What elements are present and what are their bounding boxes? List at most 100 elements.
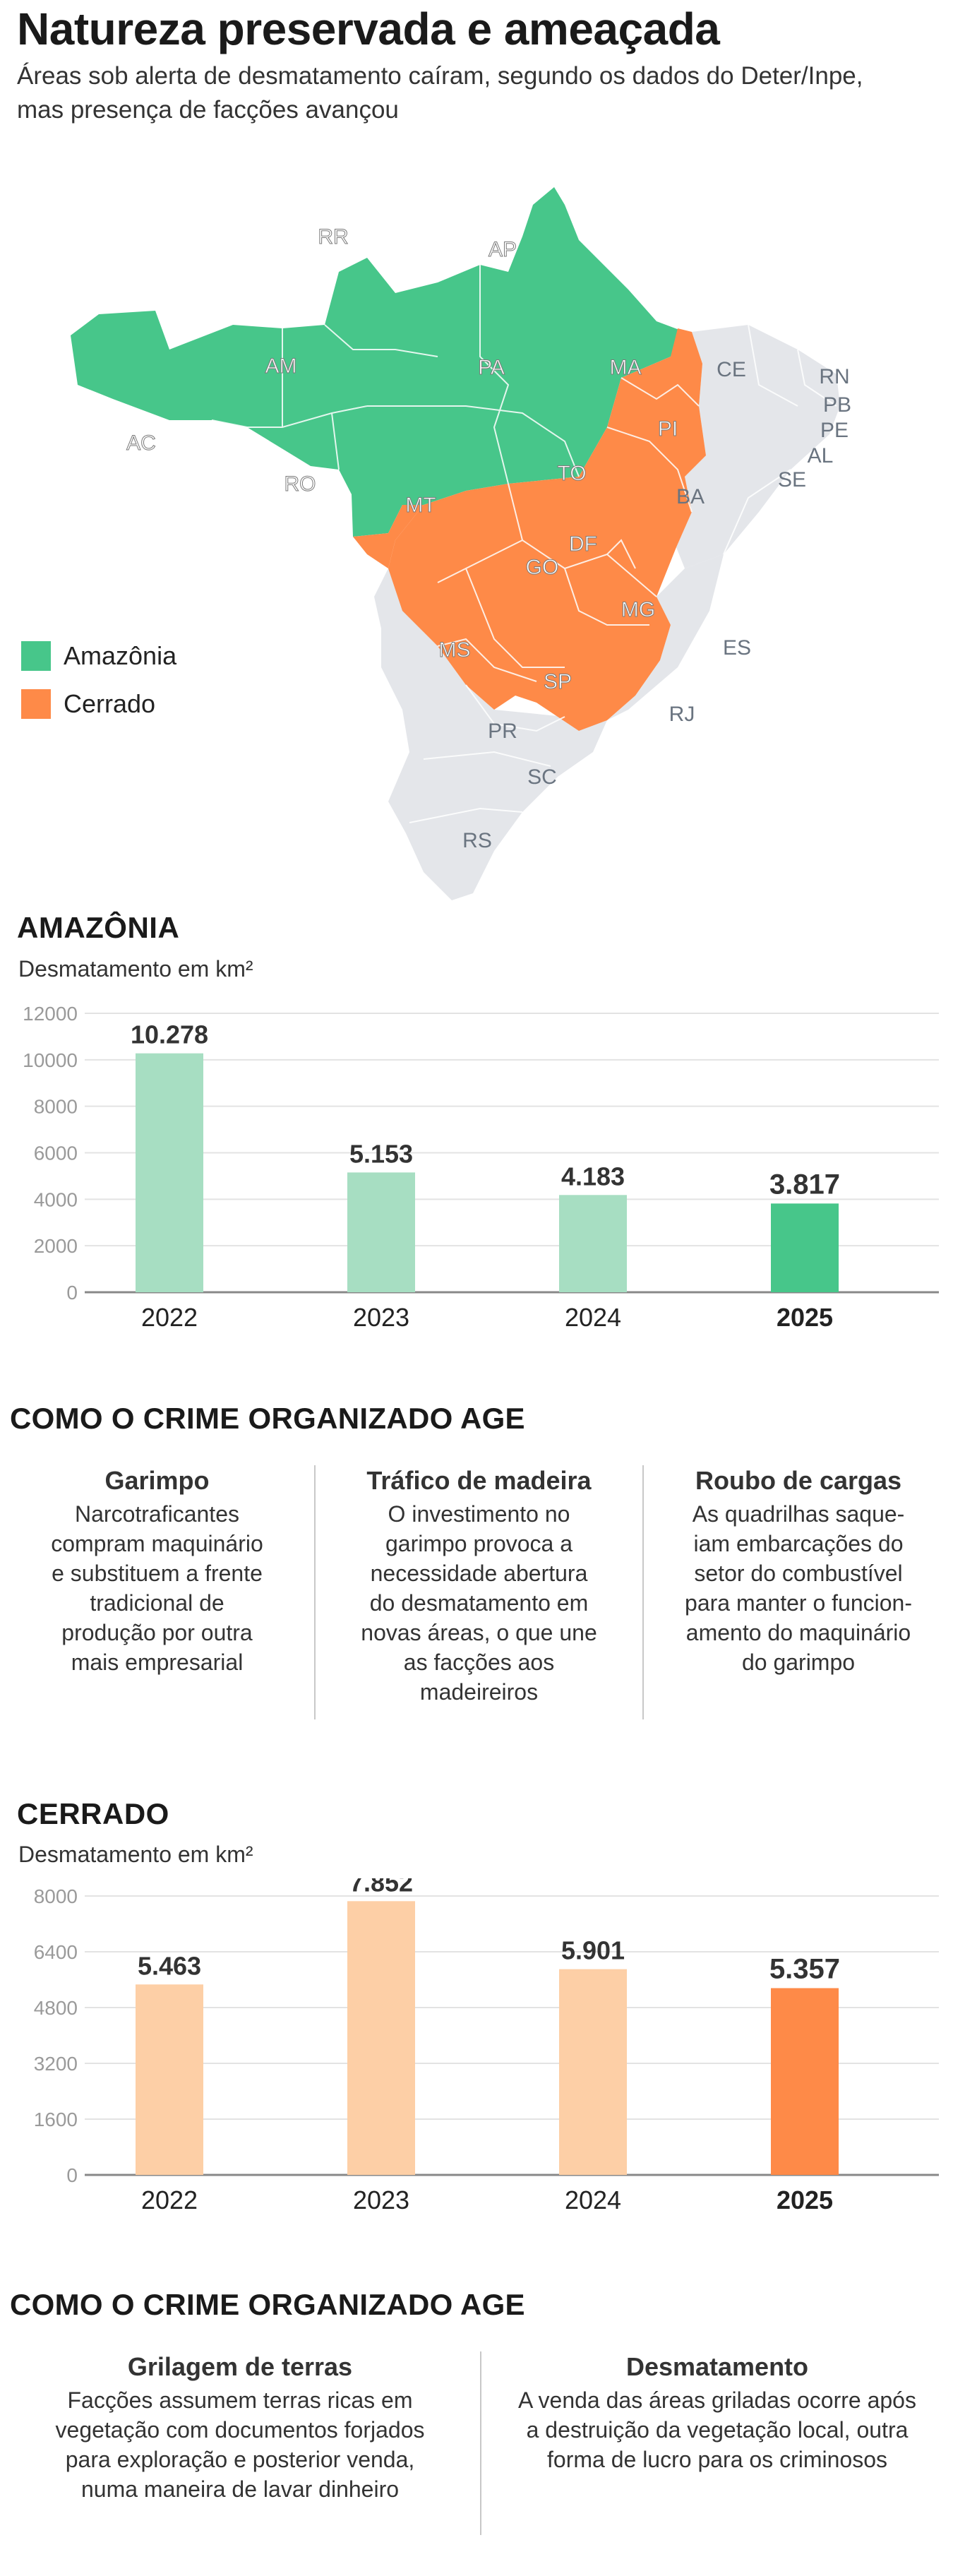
state-label-pe: PE <box>820 419 849 442</box>
text-line: tradicional de <box>90 1590 224 1616</box>
state-label-ap: AP <box>489 238 517 261</box>
state-label-sc: SC <box>527 765 557 789</box>
region-other-south <box>381 611 607 900</box>
state-label-pa: PA <box>478 356 505 379</box>
crime-heading-roubo-cargas: Roubo de cargas <box>695 1466 902 1495</box>
y-tick-label: 12000 <box>23 1003 78 1025</box>
legend-swatch-amazonia <box>21 641 51 671</box>
text-line: e substituem a frente <box>52 1561 263 1586</box>
y-tick-label: 3200 <box>34 2053 78 2075</box>
bar-value-label: 5.463 <box>138 1951 201 1980</box>
text-line: mais empresarial <box>71 1650 244 1675</box>
state-label-al: AL <box>808 444 834 467</box>
bar-2022 <box>136 1053 203 1292</box>
crime-column-desmatamento: Desmatamento A venda das áreas griladas … <box>480 2351 953 2535</box>
state-label-mt: MT <box>405 494 436 517</box>
crime-text-grilagem: Facções assumem terras ricas em vegetaçã… <box>10 2385 470 2504</box>
bar-2022 <box>136 1984 203 2175</box>
x-tick-label: 2023 <box>353 1303 409 1332</box>
legend-swatch-cerrado <box>21 689 51 719</box>
crime-text-garimpo: Narcotraficantes compram maquinário e su… <box>10 1499 304 1677</box>
text-line: Narcotraficantes <box>75 1501 239 1527</box>
bar-value-label: 3.817 <box>769 1169 840 1200</box>
state-label-df: DF <box>569 532 597 556</box>
y-tick-label: 0 <box>66 2164 78 2186</box>
page-subtitle: Áreas sob alerta de desmatamento caíram,… <box>17 62 863 124</box>
legend-item-amazonia: Amazônia <box>21 632 176 680</box>
text-line: A venda das áreas griladas ocorre após <box>518 2387 916 2413</box>
crime-text-desmatamento: A venda das áreas griladas ocorre após a… <box>491 2385 943 2474</box>
crime-column-garimpo: Garimpo Narcotraficantes compram maquiná… <box>0 1465 314 1719</box>
y-tick-label: 6400 <box>34 1941 78 1963</box>
legend-label-cerrado: Cerrado <box>64 689 156 718</box>
crime-heading-trafico-madeira: Tráfico de madeira <box>366 1466 592 1495</box>
y-tick-label: 6000 <box>34 1143 78 1164</box>
crime-text-roubo-cargas: As quadrilhas saque- iam embarcações do … <box>654 1499 943 1677</box>
state-label-go: GO <box>526 556 559 579</box>
x-tick-label: 2023 <box>353 2186 409 2214</box>
text-line: O investimento no <box>388 1501 570 1527</box>
y-tick-label: 10000 <box>23 1049 78 1071</box>
text-line: produção por outra <box>61 1620 253 1645</box>
crime-heading-grilagem: Grilagem de terras <box>127 2352 353 2381</box>
cerrado-title: CERRADO <box>17 1797 169 1830</box>
x-tick-label: 2025 <box>777 2186 833 2214</box>
x-tick-label: 2025 <box>777 1303 833 1332</box>
text-line: setor do combustível <box>694 1561 903 1586</box>
bar-2023 <box>347 1901 415 2175</box>
amazonia-subtitle: Desmatamento em km² <box>18 956 253 982</box>
cerrado-subtitle: Desmatamento em km² <box>18 1842 253 1867</box>
text-line: novas áreas, o que une <box>361 1620 597 1645</box>
text-line: forma de lucro para os criminosos <box>547 2447 887 2472</box>
cerrado-crime-title: COMO O CRIME ORGANIZADO AGE <box>10 2288 525 2321</box>
bar-value-label: 4.183 <box>561 1162 625 1191</box>
text-line: Facções assumem terras ricas em <box>67 2387 413 2413</box>
state-label-sp: SP <box>544 670 572 693</box>
text-line: garimpo provoca a <box>385 1531 573 1556</box>
legend-item-cerrado: Cerrado <box>21 680 176 728</box>
state-label-rs: RS <box>462 829 492 852</box>
crime-text-trafico-madeira: O investimento no garimpo provoca a nece… <box>325 1499 633 1707</box>
state-label-rj: RJ <box>669 703 695 726</box>
state-label-pb: PB <box>823 393 851 417</box>
x-tick-label: 2024 <box>565 1303 621 1332</box>
text-line: madeireiros <box>419 1679 539 1705</box>
state-label-pi: PI <box>658 417 678 441</box>
y-tick-label: 4800 <box>34 1997 78 2019</box>
amazonia-crime-columns: Garimpo Narcotraficantes compram maquiná… <box>0 1465 953 1719</box>
state-label-ms: MS <box>439 638 471 662</box>
bar-value-label: 5.153 <box>349 1139 413 1168</box>
state-label-am: AM <box>265 354 297 378</box>
y-tick-label: 0 <box>66 1282 78 1304</box>
text-line: para manter o funcion- <box>685 1590 912 1616</box>
state-label-rr: RR <box>318 225 348 249</box>
state-label-se: SE <box>778 468 806 491</box>
crime-column-grilagem: Grilagem de terras Facções assumem terra… <box>0 2351 480 2535</box>
state-label-ro: RO <box>284 472 316 496</box>
amazonia-crime-title: COMO O CRIME ORGANIZADO AGE <box>10 1402 525 1435</box>
state-label-pr: PR <box>488 720 517 743</box>
state-label-mg: MG <box>621 598 655 621</box>
text-line: iam embarcações do <box>693 1531 904 1556</box>
text-line: As quadrilhas saque- <box>692 1501 905 1527</box>
bar-value-label: 10.278 <box>131 1020 208 1049</box>
bar-2024 <box>559 1969 627 2175</box>
amazonia-title: AMAZÔNIA <box>17 911 180 944</box>
bar-value-label: 7.852 <box>349 1878 413 1897</box>
state-label-es: ES <box>723 636 751 660</box>
crime-heading-garimpo: Garimpo <box>104 1466 210 1495</box>
y-tick-label: 8000 <box>34 1096 78 1118</box>
bar-2025 <box>771 1203 839 1292</box>
text-line: do desmatamento em <box>369 1590 589 1616</box>
map-legend: Amazônia Cerrado <box>21 632 176 728</box>
cerrado-bar-chart: 0 1600 3200 4800 6400 8000 5.463 2022 7.852 2023 5… <box>34 1878 939 2214</box>
text-line: a destruição da vegetação local, outra <box>526 2417 909 2443</box>
state-label-to: TO <box>557 462 586 485</box>
y-tick-label: 2000 <box>34 1235 78 1257</box>
region-amazonia <box>71 187 685 537</box>
region-cerrado-west <box>353 505 424 568</box>
state-labels: RR AP AM PA MA AC RO MT TO PI CE RN PB P… <box>126 225 851 853</box>
amazonia-bar-chart: 0 2000 4000 6000 8000 10000 12000 10.278 2022 5.1… <box>23 1003 939 1332</box>
bar-2025 <box>771 1988 839 2175</box>
crime-heading-desmatamento: Desmatamento <box>625 2352 809 2381</box>
